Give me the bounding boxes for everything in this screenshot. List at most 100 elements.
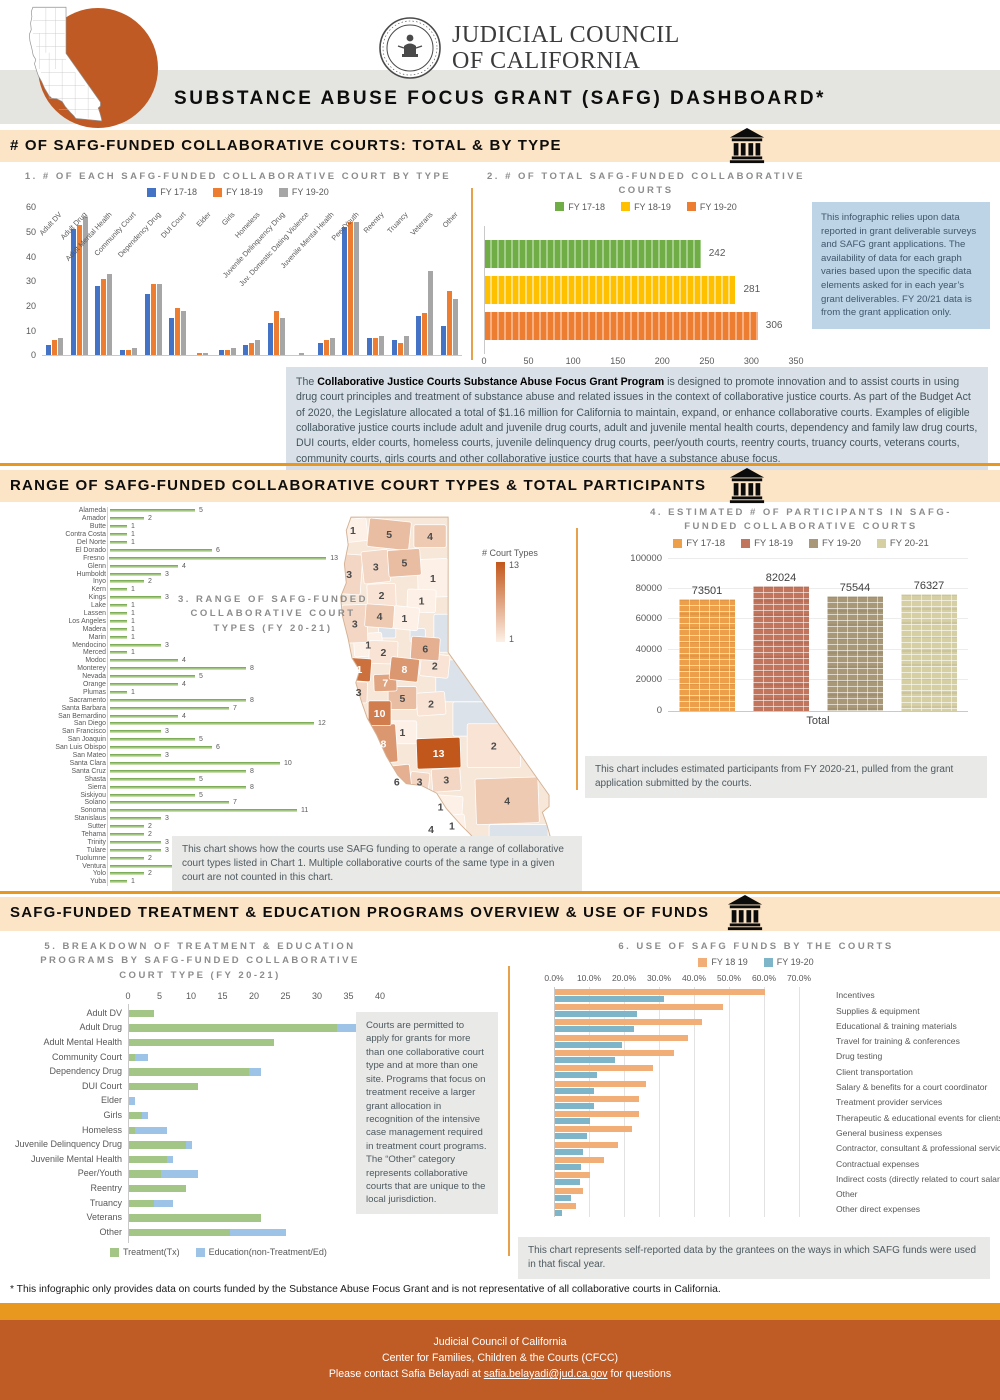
map-county-value: 3 xyxy=(443,776,449,787)
map-county-value: 3 xyxy=(373,562,379,573)
map-county-value: 4 xyxy=(377,612,383,623)
county-label: Glenn xyxy=(87,562,106,570)
county-row: Lassen 1 xyxy=(8,610,338,618)
map-county-value: 5 xyxy=(386,530,392,541)
map-county-value: 2 xyxy=(491,741,497,752)
bar-value: 1 xyxy=(131,586,135,594)
bar-value: 5 xyxy=(199,507,203,515)
bar-value: 3 xyxy=(165,641,169,649)
county-row: Monterey 8 xyxy=(8,665,338,673)
legend-swatch xyxy=(876,538,886,548)
county-label: Humboldt xyxy=(76,570,107,578)
county-row: Santa Clara 10 xyxy=(8,760,338,768)
county-row: Kings 3 xyxy=(8,594,338,602)
bar xyxy=(110,722,314,726)
map-county-value: 2 xyxy=(432,661,438,672)
map-county-value: 2 xyxy=(428,700,434,711)
bar xyxy=(101,278,107,356)
section3-band: SAFG-FUNDED TREATMENT & EDUCATION PROGRA… xyxy=(0,897,1000,931)
bar xyxy=(110,840,161,844)
county-label: Merced xyxy=(83,649,106,657)
county-row: San Mateo 3 xyxy=(8,752,338,760)
bar xyxy=(51,340,57,356)
county-row: San Bernardino 4 xyxy=(8,712,338,720)
category-label: Truancy xyxy=(89,1197,122,1208)
bar xyxy=(57,337,63,356)
legend-label: FY 17-18 xyxy=(568,201,606,212)
x-axis-tick: 70.0% xyxy=(786,973,812,984)
bar xyxy=(555,1157,604,1164)
county-label: Tehama xyxy=(81,830,106,838)
category-label: Treatment provider services xyxy=(836,1097,943,1108)
map-county-value: 13 xyxy=(433,749,445,760)
county-label: San Bernardino xyxy=(58,712,106,720)
category-label: Veterans xyxy=(86,1212,122,1223)
category-label: Other xyxy=(99,1226,122,1237)
map-county-value: 4 xyxy=(427,532,433,543)
legend-swatch xyxy=(110,1247,119,1257)
contact-email-link[interactable]: safia.belayadi@jud.ca.gov xyxy=(483,1368,608,1380)
program-description: The Collaborative Justice Courts Substan… xyxy=(286,367,988,476)
bar-value: 76327 xyxy=(913,580,945,593)
county-row: Sonoma 11 xyxy=(8,807,338,815)
bar xyxy=(555,1041,622,1048)
stacked-bar xyxy=(129,1199,174,1208)
x-axis-tick: 200 xyxy=(654,355,670,366)
map-county-value: 1 xyxy=(430,574,436,585)
bar xyxy=(249,342,255,356)
bar-group xyxy=(166,207,191,356)
bar-value: 3 xyxy=(165,752,169,760)
bar-value: 4 xyxy=(182,681,186,689)
bar xyxy=(110,698,246,702)
bar-value: 8 xyxy=(250,767,254,775)
chart6-legend: FY 18 19 FY 19-20 xyxy=(518,957,994,967)
bar xyxy=(110,675,195,679)
legend-item: FY 18-19 xyxy=(621,202,671,212)
bar-value: 8 xyxy=(250,665,254,673)
bar xyxy=(555,1026,634,1033)
category-label: Drug testing xyxy=(836,1051,883,1062)
bar-wrapper: 73501 xyxy=(679,585,735,711)
gridline xyxy=(668,618,968,620)
map-legend-gradient xyxy=(496,562,505,642)
bar xyxy=(280,318,286,356)
bar xyxy=(110,754,161,758)
county-row: Nevada 5 xyxy=(8,673,338,681)
courthouse-icon xyxy=(728,127,766,170)
bar-segment xyxy=(141,1111,148,1120)
county-row: San Diego 12 xyxy=(8,720,338,728)
bar xyxy=(203,352,209,356)
bar xyxy=(391,340,397,356)
bar xyxy=(555,1004,723,1011)
bar xyxy=(753,585,809,711)
bar xyxy=(323,340,329,356)
chart2-total-courts: 2. # OF TOTAL SAFG-FUNDED COLLABORATIVE … xyxy=(478,170,814,368)
divider-horizontal-1 xyxy=(0,463,1000,466)
bar xyxy=(354,222,360,356)
bar-value: 1 xyxy=(131,633,135,641)
legend-item: FY 19-20 xyxy=(763,957,814,967)
legend-label: FY 19-20 xyxy=(699,201,737,212)
bar-value: 7 xyxy=(233,799,237,807)
bar xyxy=(403,335,409,356)
section2-band: RANGE OF SAFG-FUNDED COLLABORATIVE COURT… xyxy=(0,470,1000,502)
county-row: Tuolumne 2 xyxy=(8,854,338,862)
bar-value: 242 xyxy=(708,248,726,259)
legend-swatch xyxy=(195,1247,205,1257)
stacked-bar xyxy=(129,1053,148,1062)
county-row: Del Norte 1 xyxy=(8,539,338,547)
stacked-bar xyxy=(129,1038,274,1047)
footnote: * This infographic only provides data on… xyxy=(10,1284,721,1295)
bar-value: 3 xyxy=(165,838,169,846)
bar-segment xyxy=(229,1228,287,1237)
bar xyxy=(555,1202,576,1209)
county-label: Los Angeles xyxy=(68,617,106,625)
chart4-plot: 20000 40000 60000 80000 100000 0 73501 82024 755… xyxy=(630,553,968,716)
county-row: Orange 4 xyxy=(8,681,338,689)
category-label: Contractor, consultant & professional se… xyxy=(836,1143,1000,1154)
chart5-note: Courts are permitted to apply for grants… xyxy=(356,1012,498,1214)
county-row: Madera 1 xyxy=(8,625,338,633)
chart2-title: 2. # OF TOTAL SAFG-FUNDED COLLABORATIVE … xyxy=(487,171,805,197)
program-name: Collaborative Justice Courts Substance A… xyxy=(317,376,665,388)
